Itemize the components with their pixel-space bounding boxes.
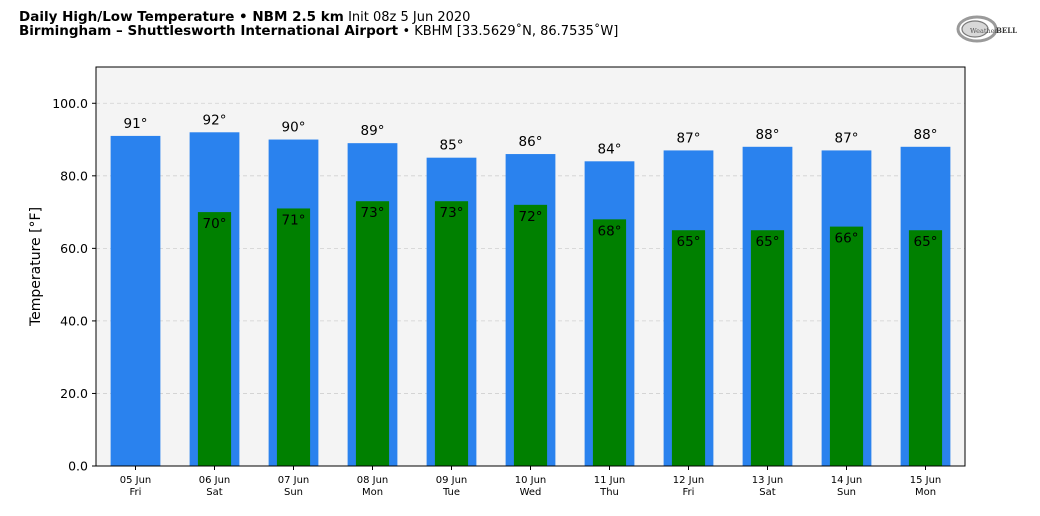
logo-text-right: BELL bbox=[996, 26, 1017, 35]
high-label: 89° bbox=[361, 123, 385, 139]
x-tick-date: 06 Jun bbox=[199, 475, 231, 486]
low-bar bbox=[276, 208, 311, 467]
x-tick-date: 10 Jun bbox=[515, 475, 547, 486]
x-tick-date: 15 Jun bbox=[910, 475, 942, 486]
x-tick-date: 14 Jun bbox=[831, 475, 863, 486]
low-label: 73° bbox=[361, 205, 385, 221]
x-tick-day: Fri bbox=[683, 487, 695, 498]
low-label: 72° bbox=[519, 209, 543, 225]
init-time: Init 08z 5 Jun 2020 bbox=[348, 10, 471, 25]
y-tick-label: 100.0 bbox=[52, 96, 88, 111]
high-label: 86° bbox=[519, 134, 543, 150]
low-bar bbox=[829, 226, 864, 466]
x-tick-date: 05 Jun bbox=[120, 475, 152, 486]
x-tick-day: Fri bbox=[130, 487, 142, 498]
low-label: 68° bbox=[598, 223, 622, 239]
high-label: 84° bbox=[598, 141, 622, 157]
high-bar bbox=[110, 135, 161, 466]
low-bar bbox=[434, 201, 469, 466]
x-tick-day: Mon bbox=[362, 487, 383, 498]
y-tick-label: 60.0 bbox=[60, 241, 88, 256]
low-bar bbox=[671, 230, 706, 466]
high-label: 88° bbox=[914, 127, 938, 143]
x-tick-date: 09 Jun bbox=[436, 475, 468, 486]
x-tick-day: Tue bbox=[442, 487, 460, 498]
x-tick-date: 07 Jun bbox=[278, 475, 310, 486]
low-bar bbox=[750, 230, 785, 466]
low-bar bbox=[592, 219, 627, 466]
x-tick-day: Sat bbox=[759, 487, 775, 498]
y-tick-label: 0.0 bbox=[68, 459, 88, 474]
high-label: 88° bbox=[756, 127, 780, 143]
low-label: 65° bbox=[756, 234, 780, 250]
x-tick-day: Wed bbox=[520, 487, 542, 498]
low-bar bbox=[908, 230, 943, 466]
high-label: 90° bbox=[282, 120, 306, 136]
y-axis: 0.0 20.0 40.0 60.0 80.0 100.0 bbox=[52, 96, 96, 474]
low-label: 65° bbox=[914, 234, 938, 250]
x-tick-day: Sat bbox=[206, 487, 222, 498]
x-tick-date: 08 Jun bbox=[357, 475, 389, 486]
x-tick-day: Sun bbox=[837, 487, 856, 498]
x-tick-day: Sun bbox=[284, 487, 303, 498]
y-tick-label: 40.0 bbox=[60, 313, 88, 328]
low-label: 73° bbox=[440, 205, 464, 221]
weatherbell-logo-icon: Weather BELL bbox=[956, 15, 1017, 43]
low-label: 71° bbox=[282, 212, 306, 228]
x-tick-date: 13 Jun bbox=[752, 475, 784, 486]
high-label: 92° bbox=[203, 112, 227, 128]
x-tick-date: 12 Jun bbox=[673, 475, 705, 486]
y-axis-label: Temperature [°F] bbox=[28, 207, 44, 327]
chart-title-line: Daily High/Low Temperature • NBM 2.5 km … bbox=[19, 9, 470, 25]
y-tick-label: 20.0 bbox=[60, 386, 88, 401]
low-bar bbox=[355, 201, 390, 466]
x-tick-day: Mon bbox=[915, 487, 936, 498]
low-bar bbox=[513, 204, 548, 466]
low-label: 66° bbox=[835, 231, 859, 247]
x-tick-date: 11 Jun bbox=[594, 475, 626, 486]
low-bars bbox=[197, 201, 943, 467]
high-label: 87° bbox=[677, 130, 701, 146]
logo-text-left: Weather bbox=[970, 27, 999, 35]
station-line: Birmingham – Shuttlesworth International… bbox=[19, 23, 618, 39]
station-name: Birmingham – Shuttlesworth International… bbox=[19, 23, 399, 39]
high-label: 87° bbox=[835, 130, 859, 146]
x-tick-day: Thu bbox=[599, 487, 619, 498]
low-label: 65° bbox=[677, 234, 701, 250]
y-tick-label: 80.0 bbox=[60, 168, 88, 183]
low-bar bbox=[197, 212, 232, 466]
data-labels: 91° 92° 90° 89° 85° 86° 84° 87° 88° 87° 88° 70° 71° 7… bbox=[124, 112, 938, 250]
station-info: • KBHM [33.5629˚N, 86.7535˚W] bbox=[402, 24, 619, 39]
high-label: 85° bbox=[440, 138, 464, 154]
low-label: 70° bbox=[203, 216, 227, 232]
high-label: 91° bbox=[124, 116, 148, 132]
chart-title: Daily High/Low Temperature • NBM 2.5 km bbox=[19, 9, 344, 25]
